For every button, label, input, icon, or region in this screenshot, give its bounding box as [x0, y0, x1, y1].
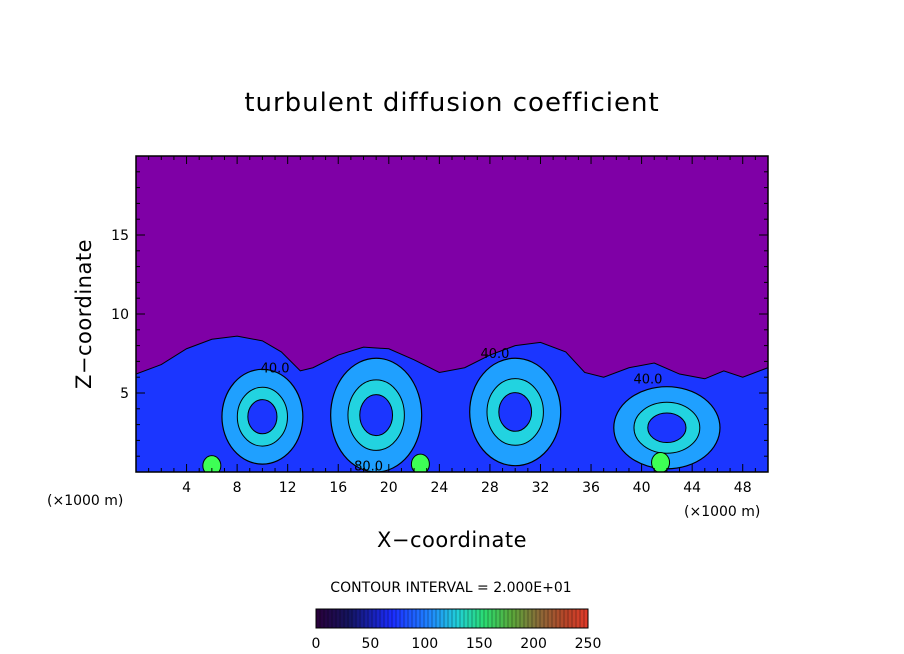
x-tick-label: 40 — [633, 480, 651, 496]
eddy-core — [247, 399, 278, 435]
surface-peak — [651, 452, 671, 472]
y-tick-label: 10 — [111, 307, 129, 323]
x-axis-label: X−coordinate — [377, 528, 527, 552]
eddy-core — [647, 412, 687, 444]
colorbar-tick-label: 150 — [466, 636, 493, 652]
eddy-core — [359, 394, 394, 437]
y-tick-label: 15 — [111, 228, 129, 244]
surface-peak — [202, 455, 222, 472]
contour-labels: 40.0 40.0 40.0 80.0 — [261, 347, 663, 474]
x-tick-label: 4 — [182, 480, 191, 496]
y-axis-label: Z−coordinate — [72, 239, 96, 389]
x-unit-left: (×1000 m) — [47, 493, 123, 509]
x-tick-label: 32 — [532, 480, 550, 496]
x-tick-label: 28 — [481, 480, 499, 496]
colorbar-tick-label: 0 — [312, 636, 321, 652]
x-tick-label: 48 — [734, 480, 752, 496]
y-tick-label: 5 — [120, 386, 129, 402]
contour-label: 40.0 — [633, 373, 662, 388]
colorbar-tick-label: 250 — [575, 636, 602, 652]
colorbar-tick-label: 200 — [520, 636, 547, 652]
contour-interval-label: CONTOUR INTERVAL = 2.000E+01 — [330, 580, 571, 596]
surface-peak — [410, 453, 430, 472]
x-unit-right: (×1000 m) — [684, 504, 760, 520]
x-tick-label: 16 — [329, 480, 347, 496]
colorbar-stripes — [319, 609, 585, 628]
x-tick-label: 24 — [430, 480, 448, 496]
colorbar-tick-label: 50 — [361, 636, 379, 652]
contour-label: 80.0 — [354, 459, 383, 474]
contour-label: 40.0 — [480, 347, 509, 362]
x-tick-label: 8 — [233, 480, 242, 496]
contour-label: 40.0 — [261, 361, 290, 376]
eddy-structures — [202, 357, 721, 472]
colorbar-ticks: 0 50 100 150 200 250 — [312, 636, 602, 652]
x-tick-label: 36 — [582, 480, 600, 496]
x-axis-ticks: 4 8 12 16 20 24 28 32 36 40 44 48 — [148, 156, 756, 496]
x-tick-label: 20 — [380, 480, 398, 496]
y-axis-ticks: 5 10 15 — [111, 171, 768, 457]
eddy-core — [498, 392, 533, 432]
colorbar-tick-label: 100 — [411, 636, 438, 652]
chart-title: turbulent diffusion coefficient — [244, 88, 659, 118]
x-tick-label: 12 — [279, 480, 297, 496]
x-tick-label: 44 — [683, 480, 701, 496]
